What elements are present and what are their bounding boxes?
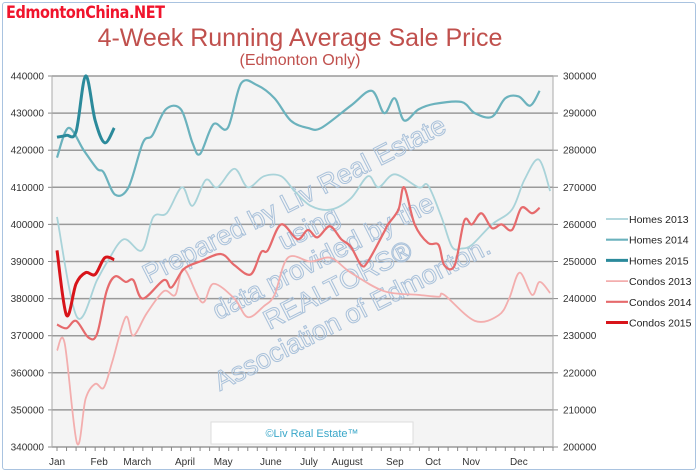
right-tick-label: 220000 (563, 368, 597, 379)
right-tick-label: 250000 (563, 257, 597, 268)
chart-subtitle: (Edmonton Only) (239, 52, 361, 69)
right-tick-label: 210000 (563, 405, 597, 416)
x-tick-label: Feb (91, 457, 109, 468)
x-tick-label: Dec (510, 457, 528, 468)
legend-label-homes-2015: Homes 2015 (629, 255, 689, 267)
left-tick-label: 380000 (11, 294, 45, 305)
left-tick-label: 350000 (11, 405, 45, 416)
x-tick-label: Jan (49, 457, 65, 468)
chart-title: 4-Week Running Average Sale Price (97, 24, 503, 52)
left-tick-label: 390000 (11, 257, 45, 268)
x-tick-label: March (123, 457, 151, 468)
x-tick-label: July (300, 457, 318, 468)
series-line-homes-2013 (56, 158, 551, 320)
right-tick-label: 290000 (563, 109, 597, 120)
left-tick-label: 410000 (11, 183, 45, 194)
series-line-condos-2015 (55, 250, 115, 318)
series-line-homes-2015 (56, 74, 116, 145)
credit-text: ©Liv Real Estate™ (265, 428, 358, 440)
series-line-condos-2013 (56, 255, 551, 446)
right-tick-label: 200000 (563, 443, 597, 454)
left-tick-label: 340000 (11, 443, 45, 454)
left-tick-label: 440000 (11, 72, 45, 83)
left-tick-label: 430000 (11, 109, 45, 120)
right-tick-label: 230000 (563, 331, 597, 342)
site-logo: EdmontonChina.NET (6, 3, 165, 23)
x-tick-label: April (175, 457, 195, 468)
series-line-homes-2014 (55, 79, 541, 197)
legend-label-condos-2014: Condos 2014 (629, 297, 692, 309)
left-tick-label: 420000 (11, 146, 45, 157)
left-tick-label: 360000 (11, 368, 45, 379)
x-tick-label: Nov (462, 457, 480, 468)
window-frame (2, 2, 696, 470)
right-tick-label: 260000 (563, 220, 597, 231)
x-tick-label: Oct (425, 457, 441, 468)
legend-label-homes-2014: Homes 2014 (629, 235, 689, 247)
credit-box (210, 421, 414, 445)
x-tick-label: Sep (386, 457, 404, 468)
x-tick-label: June (260, 457, 282, 468)
legend-label-condos-2013: Condos 2013 (629, 276, 692, 288)
x-tick-label: August (332, 457, 363, 468)
left-tick-label: 400000 (11, 220, 45, 231)
right-tick-label: 240000 (563, 294, 597, 305)
legend-label-condos-2015: Condos 2015 (629, 318, 692, 330)
right-tick-label: 300000 (563, 72, 597, 83)
series-line-condos-2014 (56, 186, 541, 341)
right-tick-label: 280000 (563, 146, 597, 157)
x-tick-label: May (214, 457, 233, 468)
legend-label-homes-2013: Homes 2013 (629, 214, 689, 226)
left-tick-label: 370000 (11, 331, 45, 342)
right-tick-label: 270000 (563, 183, 597, 194)
